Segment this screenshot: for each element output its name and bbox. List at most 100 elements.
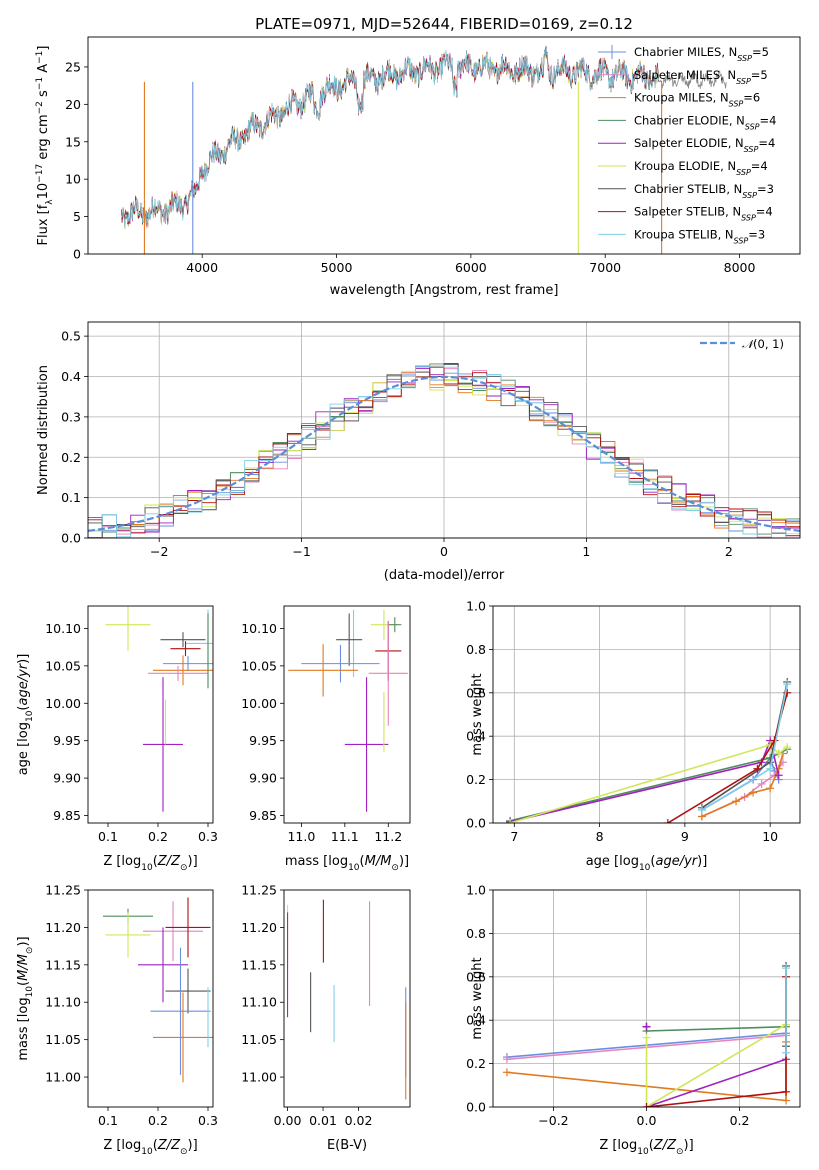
x-tick-label: 0.3 <box>198 1113 218 1128</box>
legend-label: Kroupa ELODIE, NSSP=4 <box>634 159 768 177</box>
y-tick-label: 11.20 <box>45 920 81 935</box>
x-tick-label: 0.2 <box>148 829 168 844</box>
x-tick-label: 8000 <box>724 260 756 275</box>
plot-area-massweight_vs_age <box>506 677 792 823</box>
y-tick-label: 0.3 <box>61 409 81 424</box>
x-axis-label: Z [log10(Z/Z⊙)] <box>103 1138 197 1157</box>
axes-frame <box>87 36 801 255</box>
y-tick-label: 10.10 <box>241 621 277 636</box>
plot-area-residuals <box>88 363 800 538</box>
y-tick-label: 0.0 <box>466 1100 486 1115</box>
y-tick-label: 0.1 <box>61 490 81 505</box>
y-tick-label: 15 <box>65 134 81 149</box>
x-tick-label: 1 <box>582 544 590 559</box>
x-tick-label: 2 <box>725 544 733 559</box>
y-tick-label: 11.20 <box>241 920 277 935</box>
axes-frame <box>492 605 801 824</box>
y-tick-label: 5 <box>73 209 81 224</box>
x-tick-label: 0.1 <box>98 829 118 844</box>
x-tick-label: 0 <box>440 544 448 559</box>
y-axis-label: mass [log10(M/M⊙)] <box>16 936 35 1060</box>
legend-label: Salpeter STELIB, NSSP=4 <box>634 205 773 223</box>
y-tick-label: 0 <box>73 247 81 262</box>
y-tick-label: 9.90 <box>53 771 81 786</box>
y-tick-label: 9.85 <box>249 808 277 823</box>
panel-massweight_vs_Z: −0.2 0.0 0.2 0.0 0.2 0.4 0.6 0.8 1.0 Z [log10(Z/Z… <box>466 883 801 1157</box>
y-tick-label: 10.00 <box>45 696 81 711</box>
x-axis-label: mass [log10(M/M⊙)] <box>285 854 409 873</box>
y-tick-label: 10.10 <box>45 621 81 636</box>
x-tick-label: 11.0 <box>287 829 315 844</box>
x-tick-label: 0.2 <box>148 1113 168 1128</box>
panel-age_vs_Z: 0.1 0.2 0.3 9.85 9.90 9.95 10.00 10.05 10.10 Z [l… <box>16 605 218 873</box>
x-axis-label: Z [log10(Z/Z⊙)] <box>599 1138 693 1157</box>
x-tick-label: 0.2 <box>730 1113 750 1128</box>
y-tick-label: 10.05 <box>241 658 277 673</box>
normal-curve <box>88 375 800 532</box>
legend-label: Chabrier MILES, NSSP=5 <box>634 45 769 63</box>
y-tick-label: 0.6 <box>466 685 486 700</box>
weight-line <box>509 737 780 823</box>
y-tick-label: 11.00 <box>241 1070 277 1085</box>
y-tick-label: 9.85 <box>53 808 81 823</box>
plot-area-massweight_vs_Z <box>502 961 791 1107</box>
legend-label: Salpeter ELODIE, NSSP=4 <box>634 136 775 154</box>
y-tick-label: 10 <box>65 172 81 187</box>
y-axis-label: mass weight <box>470 957 485 1039</box>
spectrum-line <box>121 48 660 227</box>
y-axis-label: age [log10(age/yr)] <box>16 654 35 776</box>
axes-frame <box>87 889 214 1108</box>
weight-line <box>646 1025 787 1032</box>
y-tick-label: 0.2 <box>61 450 81 465</box>
y-tick-label: 11.10 <box>241 995 277 1010</box>
panel-mass_vs_Z: 0.1 0.2 0.3 11.00 11.05 11.10 11.15 11.20 11.25 Z… <box>16 883 218 1158</box>
plot-area-age_vs_mass <box>288 609 408 812</box>
y-tick-label: 11.15 <box>45 957 81 972</box>
legend-label: 𝒩(0, 1) <box>742 337 784 351</box>
y-tick-label: 9.90 <box>249 771 277 786</box>
y-tick-label: 11.05 <box>241 1032 277 1047</box>
y-tick-label: 11.25 <box>241 883 277 898</box>
y-tick-label: 11.25 <box>45 883 81 898</box>
y-tick-label: 0.0 <box>466 816 486 831</box>
y-tick-label: 9.95 <box>249 733 277 748</box>
y-axis-label: Flux [fλ10−17 erg cm−2 s−1 A−1] <box>35 46 55 246</box>
legend-label: Kroupa STELIB, NSSP=3 <box>634 227 765 245</box>
histogram-step <box>88 366 800 534</box>
x-tick-label: 9 <box>681 829 689 844</box>
axes-frame <box>87 321 801 539</box>
axes-frame <box>283 889 411 1108</box>
legend-label: Chabrier STELIB, NSSP=3 <box>634 182 774 200</box>
histogram-step <box>88 365 800 538</box>
y-tick-label: 0.2 <box>466 1056 486 1071</box>
panel-age_vs_mass: 11.0 11.1 11.2 9.85 9.90 9.95 10.00 10.05 10.10 m… <box>241 605 411 873</box>
x-tick-label: 4000 <box>186 260 218 275</box>
plot-area-spectrum <box>121 45 727 254</box>
x-tick-label: 0.1 <box>98 1113 118 1128</box>
y-tick-label: 11.05 <box>45 1032 81 1047</box>
y-tick-label: 0.6 <box>466 969 486 984</box>
panel-mass_vs_ebv: 0.00 0.01 0.02 11.00 11.05 11.10 11.15 11.20 11.… <box>241 883 411 1153</box>
x-axis-label: E(B-V) <box>327 1138 367 1153</box>
y-tick-label: 11.15 <box>241 957 277 972</box>
x-tick-label: 0.01 <box>309 1113 337 1128</box>
axes-frame <box>283 605 411 824</box>
y-tick-label: 0.8 <box>466 926 486 941</box>
x-tick-label: 0.00 <box>274 1113 302 1128</box>
weight-line <box>645 1023 787 1107</box>
spectrum-extension-line <box>658 70 727 89</box>
y-tick-label: 0.2 <box>466 772 486 787</box>
x-tick-label: 6000 <box>455 260 487 275</box>
y-tick-label: 10.05 <box>45 658 81 673</box>
plot-area-age_vs_Z <box>105 606 213 812</box>
x-tick-label: 7000 <box>589 260 621 275</box>
x-axis-label: wavelength [Angstrom, rest frame] <box>330 283 559 298</box>
x-tick-label: 0.3 <box>198 829 218 844</box>
y-tick-label: 0.4 <box>466 729 486 744</box>
x-tick-label: 10 <box>762 829 778 844</box>
figure-title: PLATE=0971, MJD=52644, FIBERID=0169, z=0… <box>255 15 633 33</box>
legend-label: Kroupa MILES, NSSP=6 <box>634 91 760 109</box>
y-tick-label: 0.5 <box>61 329 81 344</box>
x-tick-label: −2 <box>150 544 168 559</box>
